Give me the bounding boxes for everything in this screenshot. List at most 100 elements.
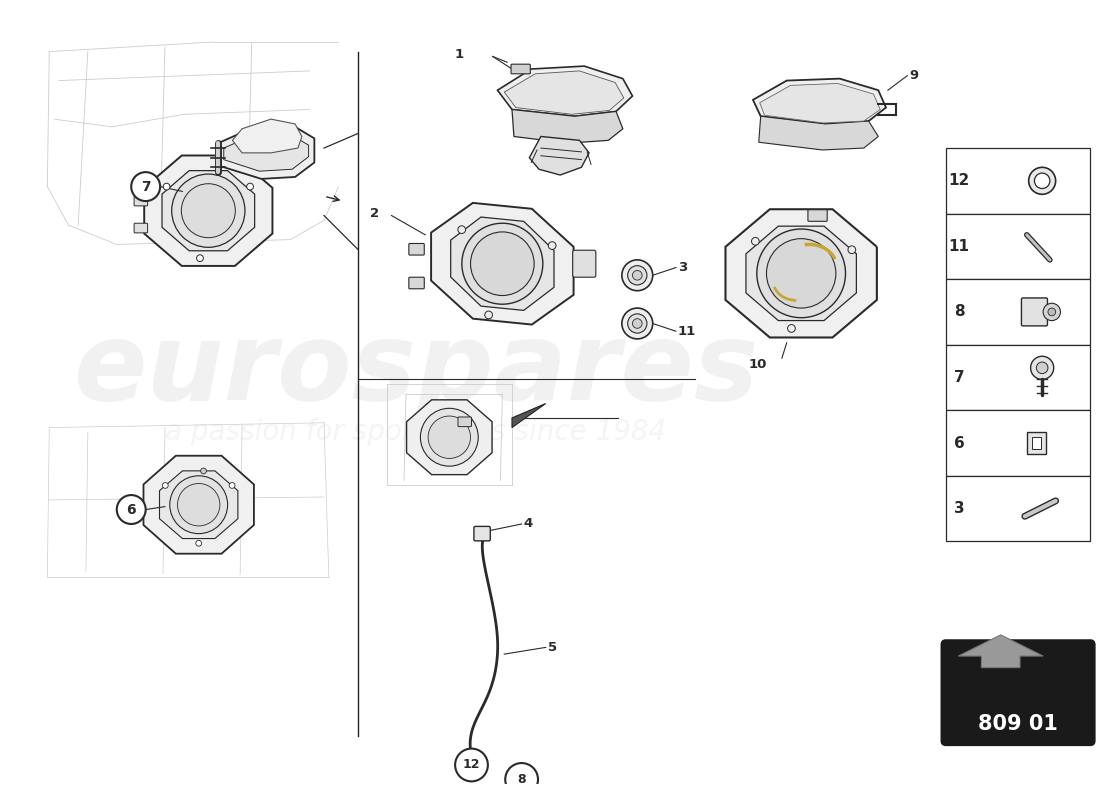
Polygon shape [407,400,492,474]
Text: 7: 7 [954,370,965,385]
Polygon shape [760,83,880,123]
Text: 10: 10 [748,358,767,371]
Text: 3: 3 [678,261,688,274]
Text: 11: 11 [678,325,696,338]
Circle shape [131,172,161,201]
Circle shape [420,408,478,466]
Circle shape [246,183,253,190]
FancyBboxPatch shape [573,250,596,278]
Circle shape [169,476,228,534]
Circle shape [471,232,535,295]
FancyBboxPatch shape [512,64,530,74]
Circle shape [462,223,542,304]
Circle shape [1028,167,1056,194]
Polygon shape [431,203,573,325]
Circle shape [229,482,235,488]
Polygon shape [726,210,877,338]
Circle shape [163,482,168,488]
Bar [946,148,1090,214]
Circle shape [163,183,170,190]
Text: 809 01: 809 01 [978,714,1058,734]
FancyBboxPatch shape [134,196,147,206]
Text: 9: 9 [909,70,918,82]
FancyBboxPatch shape [409,243,425,255]
Polygon shape [223,133,309,171]
Circle shape [1043,303,1060,321]
Circle shape [1031,356,1054,379]
Polygon shape [958,635,1043,668]
Bar [946,214,1090,279]
Polygon shape [451,217,554,310]
Polygon shape [497,66,632,116]
Circle shape [767,238,836,308]
Polygon shape [754,78,886,124]
Bar [946,410,1090,476]
Text: eurospares: eurospares [73,317,758,422]
Circle shape [1048,308,1056,316]
Text: 4: 4 [524,518,532,530]
Text: 7: 7 [141,180,151,194]
Polygon shape [512,110,623,143]
Circle shape [196,540,201,546]
Circle shape [632,270,642,280]
Circle shape [485,311,493,318]
Circle shape [1034,173,1049,189]
Bar [1032,438,1042,449]
Text: 1: 1 [454,48,463,61]
Circle shape [177,483,220,526]
Circle shape [628,266,647,285]
Circle shape [848,246,856,254]
Polygon shape [759,116,878,150]
Circle shape [455,749,488,782]
FancyBboxPatch shape [474,526,491,541]
Circle shape [458,226,465,234]
Circle shape [757,229,846,318]
Polygon shape [162,170,254,250]
Text: 5: 5 [548,641,557,654]
Bar [946,279,1090,345]
Circle shape [172,174,245,247]
Circle shape [628,314,647,333]
Polygon shape [512,403,546,427]
Circle shape [548,242,556,250]
Circle shape [751,238,759,245]
Bar [946,345,1090,410]
Circle shape [788,325,795,332]
Circle shape [1036,362,1048,374]
Text: 3: 3 [954,501,965,516]
Text: 8: 8 [954,305,965,319]
Text: 11: 11 [949,239,970,254]
Text: 2: 2 [370,207,379,220]
Text: 8: 8 [517,773,526,786]
FancyBboxPatch shape [458,417,472,426]
Polygon shape [144,155,273,266]
Bar [1026,433,1046,454]
Circle shape [117,495,145,524]
Text: 12: 12 [948,174,970,188]
Circle shape [621,260,652,290]
FancyBboxPatch shape [807,210,827,222]
Text: 6: 6 [126,502,136,517]
Circle shape [197,254,204,262]
Polygon shape [504,71,624,114]
Circle shape [632,318,642,328]
FancyBboxPatch shape [409,278,425,289]
Text: 6: 6 [954,435,965,450]
Polygon shape [746,226,857,321]
Circle shape [428,416,471,458]
Polygon shape [143,456,254,554]
Circle shape [621,308,652,339]
Circle shape [505,763,538,796]
FancyBboxPatch shape [942,641,1094,745]
Polygon shape [232,119,301,153]
Polygon shape [160,471,238,538]
Text: a passion for sports cars since 1984: a passion for sports cars since 1984 [165,418,667,446]
Circle shape [182,184,235,238]
FancyBboxPatch shape [134,223,147,233]
Text: 12: 12 [463,758,481,771]
Circle shape [200,468,207,474]
FancyBboxPatch shape [1022,298,1047,326]
Polygon shape [218,124,315,179]
Polygon shape [529,137,590,175]
Bar [946,476,1090,542]
